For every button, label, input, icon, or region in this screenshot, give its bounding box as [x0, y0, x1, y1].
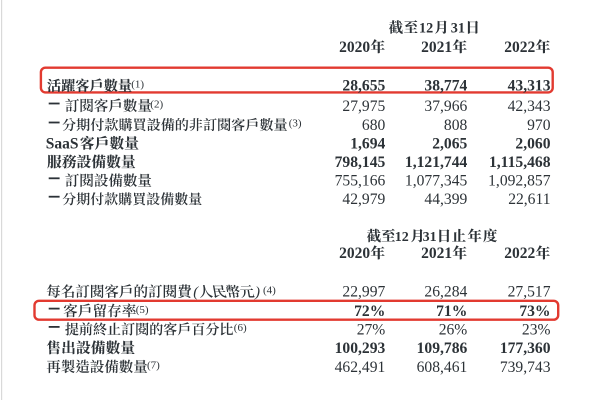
svg-text:100,293: 100,293 — [335, 340, 386, 357]
svg-text:2020: 2020 — [339, 39, 370, 56]
svg-text:73%: 73% — [519, 303, 550, 320]
svg-text:109,786: 109,786 — [417, 340, 468, 357]
svg-text:26,284: 26,284 — [424, 284, 467, 301]
svg-text:27%: 27% — [357, 321, 386, 338]
svg-text:(3): (3) — [289, 118, 302, 130]
svg-text:(5): (5) — [136, 304, 149, 316]
svg-text:2,065: 2,065 — [432, 136, 467, 153]
svg-text:2022: 2022 — [504, 39, 535, 56]
svg-text:2,060: 2,060 — [515, 136, 550, 153]
svg-text:28,655: 28,655 — [342, 78, 385, 95]
svg-text:SaaS: SaaS — [46, 136, 79, 153]
svg-text:798,145: 798,145 — [335, 154, 386, 171]
svg-text:27,517: 27,517 — [508, 284, 551, 301]
svg-text:42,979: 42,979 — [342, 191, 385, 208]
svg-text:1,092,857: 1,092,857 — [488, 173, 551, 190]
svg-text:26%: 26% — [439, 321, 468, 338]
svg-text:177,360: 177,360 — [500, 340, 551, 357]
svg-text:680: 680 — [362, 117, 386, 134]
svg-text:44,399: 44,399 — [424, 191, 467, 208]
svg-text:71%: 71% — [436, 303, 467, 320]
svg-text:(1): (1) — [131, 79, 144, 91]
svg-text:(: ( — [193, 285, 199, 301]
svg-text:37,966: 37,966 — [424, 98, 467, 115]
svg-text:38,774: 38,774 — [424, 78, 467, 95]
svg-text:1,121,744: 1,121,744 — [405, 154, 468, 171]
svg-text:43,313: 43,313 — [508, 78, 551, 95]
svg-text:2022: 2022 — [504, 245, 535, 262]
svg-text:2021: 2021 — [421, 245, 452, 262]
svg-text:31: 31 — [451, 21, 465, 37]
svg-text:608,461: 608,461 — [417, 359, 468, 376]
svg-text:31: 31 — [423, 230, 437, 245]
svg-text:(7): (7) — [147, 360, 160, 372]
svg-text:2021: 2021 — [421, 39, 452, 56]
svg-text:(6): (6) — [234, 322, 247, 334]
svg-text:22,997: 22,997 — [342, 284, 385, 301]
svg-text:72%: 72% — [354, 303, 385, 320]
svg-text:2020: 2020 — [339, 245, 370, 262]
svg-text:23%: 23% — [522, 321, 551, 338]
svg-text:12: 12 — [395, 230, 409, 245]
svg-text:(2): (2) — [150, 99, 163, 111]
svg-text:12: 12 — [419, 21, 433, 37]
svg-text:808: 808 — [444, 117, 468, 134]
svg-text:(4): (4) — [263, 285, 276, 297]
svg-text:1,694: 1,694 — [350, 136, 385, 153]
svg-text:462,491: 462,491 — [335, 359, 386, 376]
svg-text:739,743: 739,743 — [500, 359, 551, 376]
svg-text:1,115,468: 1,115,468 — [489, 154, 551, 171]
svg-text:1,077,345: 1,077,345 — [405, 173, 468, 190]
svg-text:970: 970 — [527, 117, 551, 134]
svg-text:27,975: 27,975 — [342, 98, 385, 115]
svg-text:22,611: 22,611 — [508, 191, 550, 208]
svg-text:755,166: 755,166 — [335, 173, 386, 190]
svg-text:42,343: 42,343 — [508, 98, 551, 115]
svg-text:): ) — [254, 285, 260, 301]
